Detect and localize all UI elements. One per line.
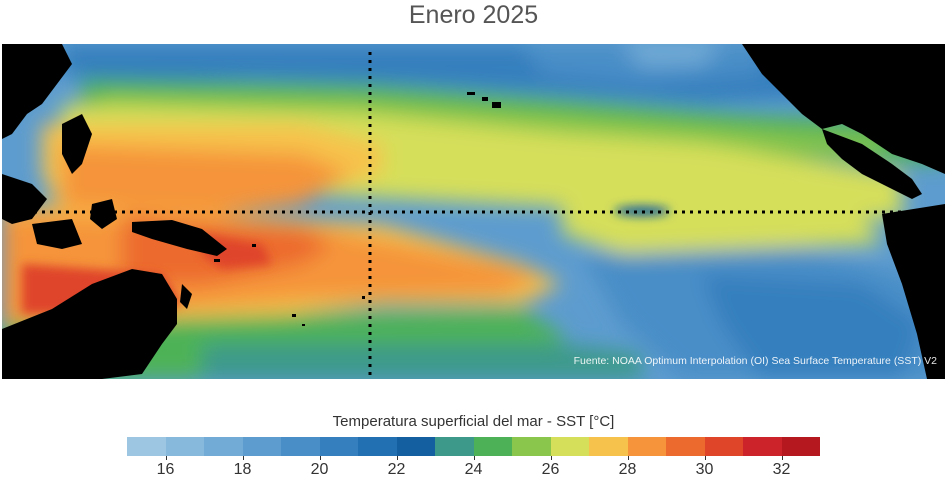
colorbar-tick	[396, 456, 398, 460]
colorbar-tick	[781, 456, 783, 460]
colorbar-swatch	[704, 437, 743, 456]
colorbar-swatch	[666, 437, 705, 456]
colorbar	[127, 437, 820, 456]
reference-lines	[2, 52, 945, 379]
colorbar-swatch	[358, 437, 397, 456]
map-title: Enero 2025	[408, 1, 539, 29]
colorbar-tick	[473, 456, 475, 460]
source-credit: Fuente: NOAA Optimum Interpolation (OI) …	[573, 355, 937, 367]
colorbar-tick-label: 32	[772, 461, 791, 478]
colorbar-tick	[627, 456, 629, 460]
colorbar-swatch	[512, 437, 551, 456]
colorbar-tick-label: 30	[695, 461, 714, 478]
colorbar-tick-label: 24	[464, 461, 483, 478]
colorbar-tick-label: 22	[387, 461, 406, 478]
colorbar-tick	[550, 456, 552, 460]
colorbar-tick-label: 26	[541, 461, 560, 478]
colorbar-tick	[704, 456, 706, 460]
colorbar-tick-label: 16	[156, 461, 175, 478]
colorbar-tick	[242, 456, 244, 460]
colorbar-swatch	[589, 437, 628, 456]
colorbar-tick	[319, 456, 321, 460]
colorbar-tick-label: 20	[310, 461, 329, 478]
land-masses	[2, 44, 945, 379]
colorbar-tick-label: 18	[233, 461, 252, 478]
colorbar-swatch	[627, 437, 666, 456]
colorbar-swatch	[204, 437, 243, 456]
colorbar-swatch	[281, 437, 320, 456]
sst-field	[2, 44, 945, 379]
colorbar-swatch	[396, 437, 435, 456]
colorbar-tick	[165, 456, 167, 460]
colorbar-swatch	[781, 437, 820, 456]
colorbar-title: Temperatura superficial del mar - SST [°…	[332, 413, 615, 430]
colorbar-swatch	[550, 437, 589, 456]
colorbar-swatch	[435, 437, 474, 456]
colorbar-swatch	[242, 437, 281, 456]
colorbar-ticks	[127, 456, 820, 460]
colorbar-swatch	[165, 437, 204, 456]
sst-map: Fuente: NOAA Optimum Interpolation (OI) …	[2, 44, 945, 379]
colorbar-swatch	[743, 437, 782, 456]
colorbar-tick-labels: 16 18 20 22 24 26 28 30 32	[127, 461, 820, 479]
colorbar-tick-label: 28	[618, 461, 637, 478]
colorbar-swatch	[473, 437, 512, 456]
colorbar-swatch	[319, 437, 358, 456]
colorbar-swatch	[127, 437, 166, 456]
